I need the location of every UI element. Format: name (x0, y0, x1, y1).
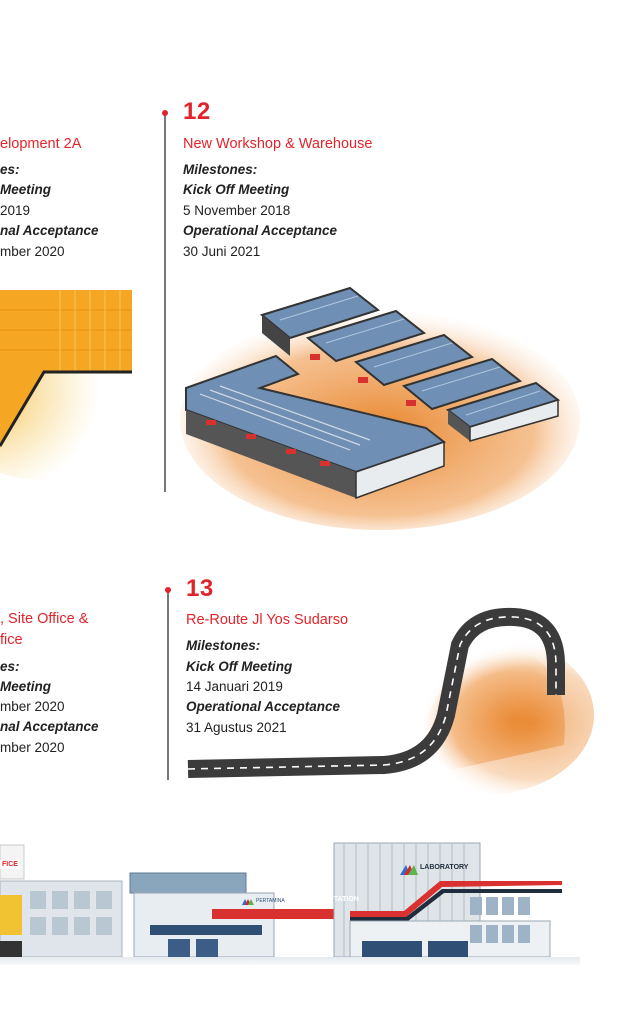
timeline-dot-13 (165, 587, 171, 593)
left-bottom-title-line2: fice (0, 632, 23, 648)
project-number: 13 (186, 575, 214, 602)
left-bottom-acceptance-label: nal Acceptance (0, 719, 99, 734)
acceptance-date: 31 Agustus 2021 (186, 720, 287, 735)
left-bottom-kickoff-date: mber 2020 (0, 699, 65, 714)
kickoff-date: 14 Januari 2019 (186, 679, 283, 694)
kickoff-label: Kick Off Meeting (186, 659, 293, 674)
acceptance-date: 30 Juni 2021 (183, 244, 261, 259)
project-title: Re-Route Jl Yos Sudarso (186, 612, 349, 628)
kickoff-date: 5 November 2018 (183, 203, 291, 218)
milestones-label: Milestones: (186, 638, 261, 653)
left-bottom-title-line1: , Site Office & (0, 611, 89, 627)
project-title: New Workshop & Warehouse (183, 136, 373, 152)
left-top-kickoff-label: Meeting (0, 182, 52, 197)
left-bottom-acceptance-date: mber 2020 (0, 740, 65, 755)
project-number: 12 (183, 98, 211, 125)
buildings-illustration (0, 842, 580, 965)
warehouse-illustration (180, 286, 580, 530)
fire-station-brand: PERTAMINA (256, 898, 285, 904)
kickoff-label: Kick Off Meeting (183, 182, 290, 197)
acceptance-label: Operational Acceptance (186, 699, 341, 714)
left-bottom-milestones-label: es: (0, 659, 20, 674)
road-illustration (187, 607, 594, 795)
left-top-kickoff-date: 2019 (0, 203, 31, 218)
left-top-title: elopment 2A (0, 136, 82, 152)
left-top-acceptance-date: mber 2020 (0, 244, 65, 259)
laboratory-sign: LABORATORY (420, 864, 469, 871)
timeline-dot-12 (162, 110, 168, 116)
timeline-line-13 (167, 590, 169, 780)
office-sign: FICE (0, 860, 20, 869)
acceptance-label: Operational Acceptance (183, 223, 338, 238)
left-building-illustration (0, 290, 140, 480)
fire-station-sign: HSSE - FIRE STATION (286, 896, 359, 903)
left-top-acceptance-label: nal Acceptance (0, 223, 99, 238)
left-top-milestones-label: es: (0, 162, 20, 177)
milestones-label: Milestones: (183, 162, 258, 177)
timeline-line-12 (164, 112, 166, 492)
left-bottom-kickoff-label: Meeting (0, 679, 52, 694)
